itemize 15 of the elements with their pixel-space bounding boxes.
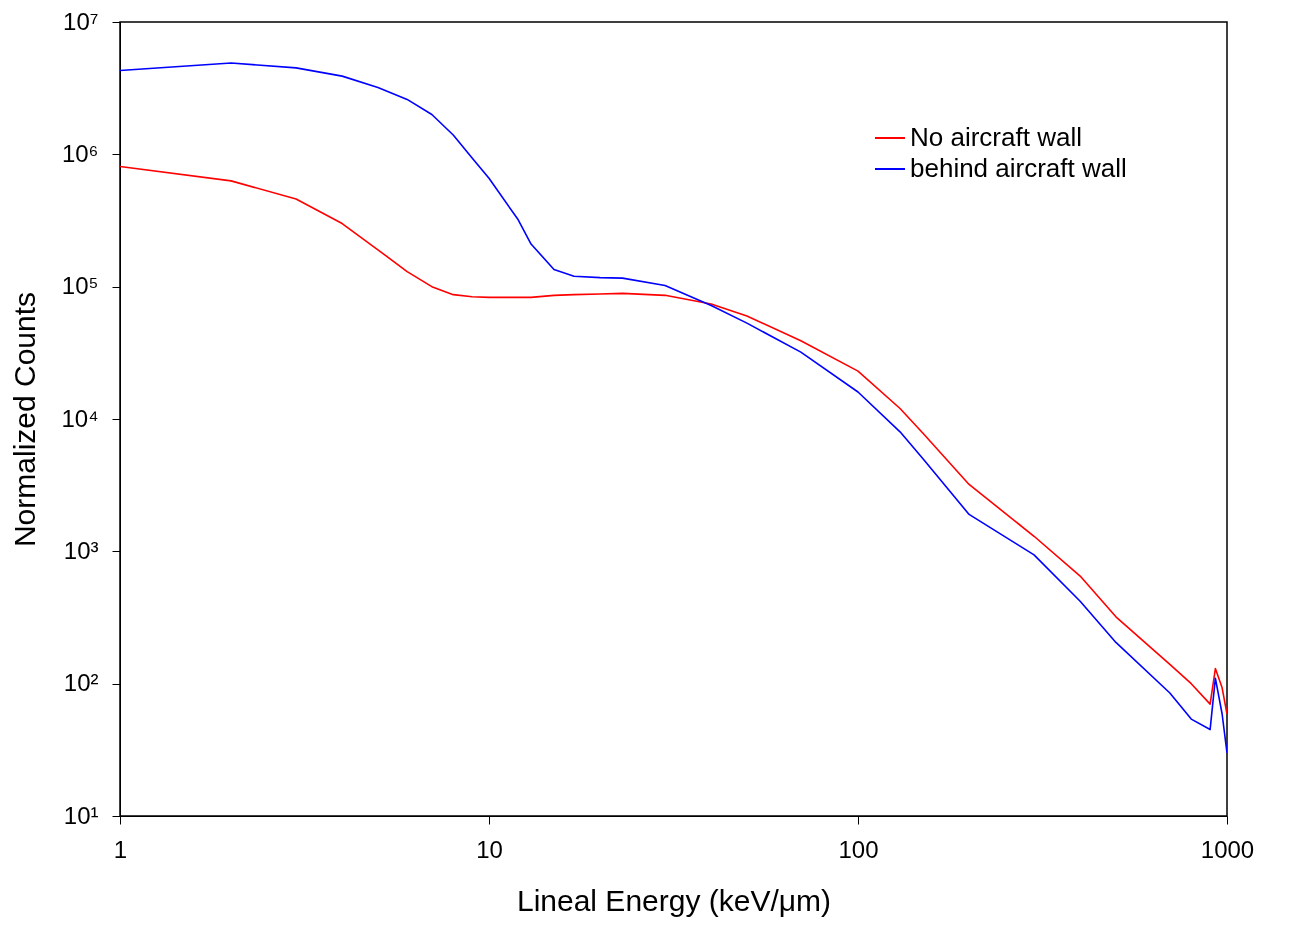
y-tick-label: 10⁶ — [61, 139, 99, 167]
x-tick-label: 1 — [113, 835, 128, 863]
x-axis-title: Lineal Energy (keV/μm) — [516, 883, 832, 917]
x-tick-label: 100 — [838, 835, 879, 863]
y-tick-label: 10⁷ — [63, 7, 99, 35]
legend-label: No aircraft wall — [910, 122, 1082, 152]
y-tick-label: 10⁵ — [61, 272, 99, 300]
y-tick-label: 10³ — [63, 536, 99, 564]
y-tick-label: 10⁴ — [61, 404, 99, 432]
y-axis-title: Normalized Counts — [8, 291, 42, 548]
x-tick-label: 10 — [476, 835, 503, 863]
y-tick-label: 10² — [63, 669, 99, 697]
legend-label: behind aircraft wall — [910, 153, 1127, 183]
x-tick-label: 1000 — [1200, 835, 1255, 863]
y-tick-label: 10¹ — [63, 801, 99, 829]
